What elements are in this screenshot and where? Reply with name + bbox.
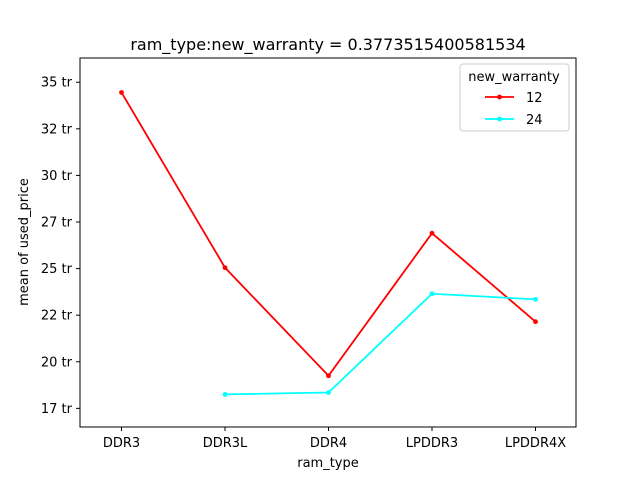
y-tick-label: 35 tr bbox=[41, 76, 73, 91]
chart-title: ram_type:new_warranty = 0.37735154005815… bbox=[130, 35, 525, 55]
y-axis-ticks: 17 tr 20 tr 22 tr 25 tr 27 tr 30 tr 32 tr 35 tr bbox=[41, 76, 80, 417]
y-axis-label: mean of used_price bbox=[17, 178, 32, 306]
data-point-12 bbox=[119, 90, 124, 95]
y-tick-label: 22 tr bbox=[41, 309, 73, 324]
legend-marker-12 bbox=[497, 94, 502, 100]
x-tick-label: LPDDR3 bbox=[406, 436, 458, 451]
legend-label-24: 24 bbox=[526, 113, 543, 128]
y-tick-label: 25 tr bbox=[41, 262, 73, 277]
x-axis-label: ram_type bbox=[297, 456, 359, 471]
data-point-24 bbox=[326, 390, 331, 395]
y-tick-label: 20 tr bbox=[41, 355, 73, 370]
data-point-12 bbox=[222, 265, 228, 271]
y-tick-label: 17 tr bbox=[41, 402, 73, 417]
series-line-12 bbox=[120, 92, 537, 378]
x-tick-label: LPDDR4X bbox=[505, 436, 566, 451]
x-tick-label: DDR3L bbox=[203, 436, 248, 451]
data-point-12 bbox=[326, 373, 331, 379]
series-layer bbox=[119, 90, 538, 397]
legend-label-12: 12 bbox=[526, 91, 543, 106]
legend-title: new_warranty bbox=[468, 70, 560, 85]
data-point-24 bbox=[533, 296, 538, 302]
legend-marker-24 bbox=[497, 116, 502, 122]
x-axis-ticks: DDR3 DDR3L DDR4 LPDDR3 LPDDR4X bbox=[103, 427, 566, 451]
data-point-12 bbox=[429, 230, 435, 236]
series-line-24 bbox=[224, 292, 536, 396]
x-tick-label: DDR3 bbox=[103, 436, 140, 451]
y-tick-label: 27 tr bbox=[41, 216, 73, 231]
y-tick-label: 30 tr bbox=[41, 169, 73, 184]
legend-box bbox=[459, 63, 570, 132]
data-point-24 bbox=[429, 291, 435, 297]
x-tick-label: DDR4 bbox=[310, 436, 347, 451]
data-point-24 bbox=[222, 391, 228, 397]
y-tick-label: 32 tr bbox=[41, 122, 73, 137]
data-point-12 bbox=[533, 319, 538, 325]
